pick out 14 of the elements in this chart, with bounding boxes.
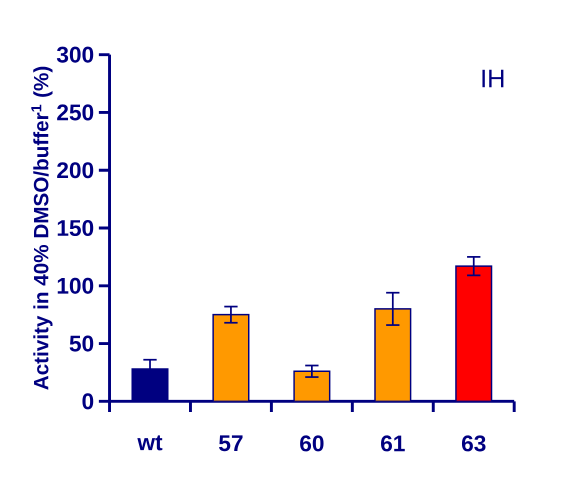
y-tick-label: 250: [57, 104, 94, 120]
annotation: IH: [482, 70, 504, 88]
x-tick-label: 60: [300, 435, 324, 452]
y-tick-label: 300: [56, 46, 94, 63]
x-tick-label: 61: [381, 435, 405, 452]
y-tick-label: 50: [70, 336, 94, 352]
y-tick-label: 100: [58, 278, 94, 294]
x-tick-label: 57: [219, 435, 243, 452]
y-tick-label: 200: [57, 162, 94, 178]
x-tick-label: wt: [137, 435, 162, 450]
x-tick-label: 63: [462, 435, 486, 452]
y-axis-title: Activity in 40% DMSO/buffer$^{1}$ (%): [31, 66, 53, 390]
y-tick-label: 0: [82, 393, 94, 410]
y-tick-label: 150: [58, 220, 94, 236]
